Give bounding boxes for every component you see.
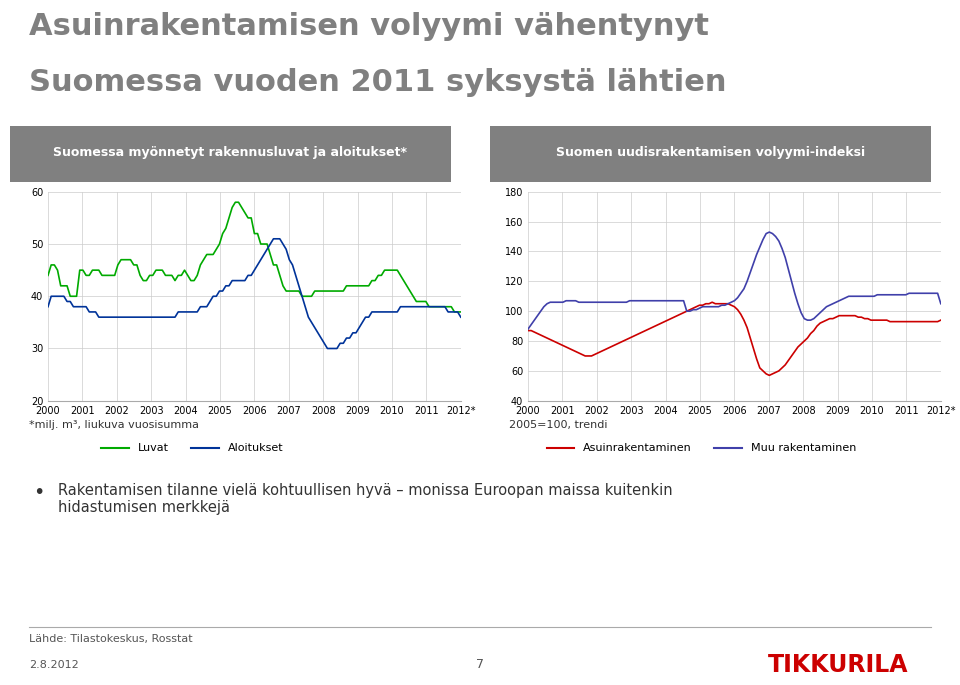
Legend: Luvat, Aloitukset: Luvat, Aloitukset: [97, 439, 288, 458]
Text: Suomessa vuoden 2011 syksystä lähtien: Suomessa vuoden 2011 syksystä lähtien: [29, 68, 727, 97]
Text: Asuinrakentamisen volyymi vähentynyt: Asuinrakentamisen volyymi vähentynyt: [29, 12, 708, 41]
Text: •: •: [34, 483, 45, 502]
Text: Rakentamisen tilanne vielä kohtuullisen hyvä – monissa Euroopan maissa kuitenkin: Rakentamisen tilanne vielä kohtuullisen …: [58, 483, 672, 515]
Text: *milj. m³, liukuva vuosisumma: *milj. m³, liukuva vuosisumma: [29, 420, 199, 430]
FancyBboxPatch shape: [10, 127, 451, 182]
Text: Suomen uudisrakentamisen volyymi-indeksi: Suomen uudisrakentamisen volyymi-indeksi: [556, 147, 865, 160]
Text: 2005=100, trendi: 2005=100, trendi: [509, 420, 608, 430]
Text: Lähde: Tilastokeskus, Rosstat: Lähde: Tilastokeskus, Rosstat: [29, 634, 192, 644]
Text: 7: 7: [476, 658, 484, 671]
Text: 2.8.2012: 2.8.2012: [29, 660, 79, 670]
Legend: Asuinrakentaminen, Muu rakentaminen: Asuinrakentaminen, Muu rakentaminen: [542, 439, 861, 458]
Text: TIKKURILA: TIKKURILA: [768, 653, 908, 677]
Text: Suomessa myönnetyt rakennusluvat ja aloitukset*: Suomessa myönnetyt rakennusluvat ja aloi…: [54, 147, 407, 160]
FancyBboxPatch shape: [490, 127, 931, 182]
